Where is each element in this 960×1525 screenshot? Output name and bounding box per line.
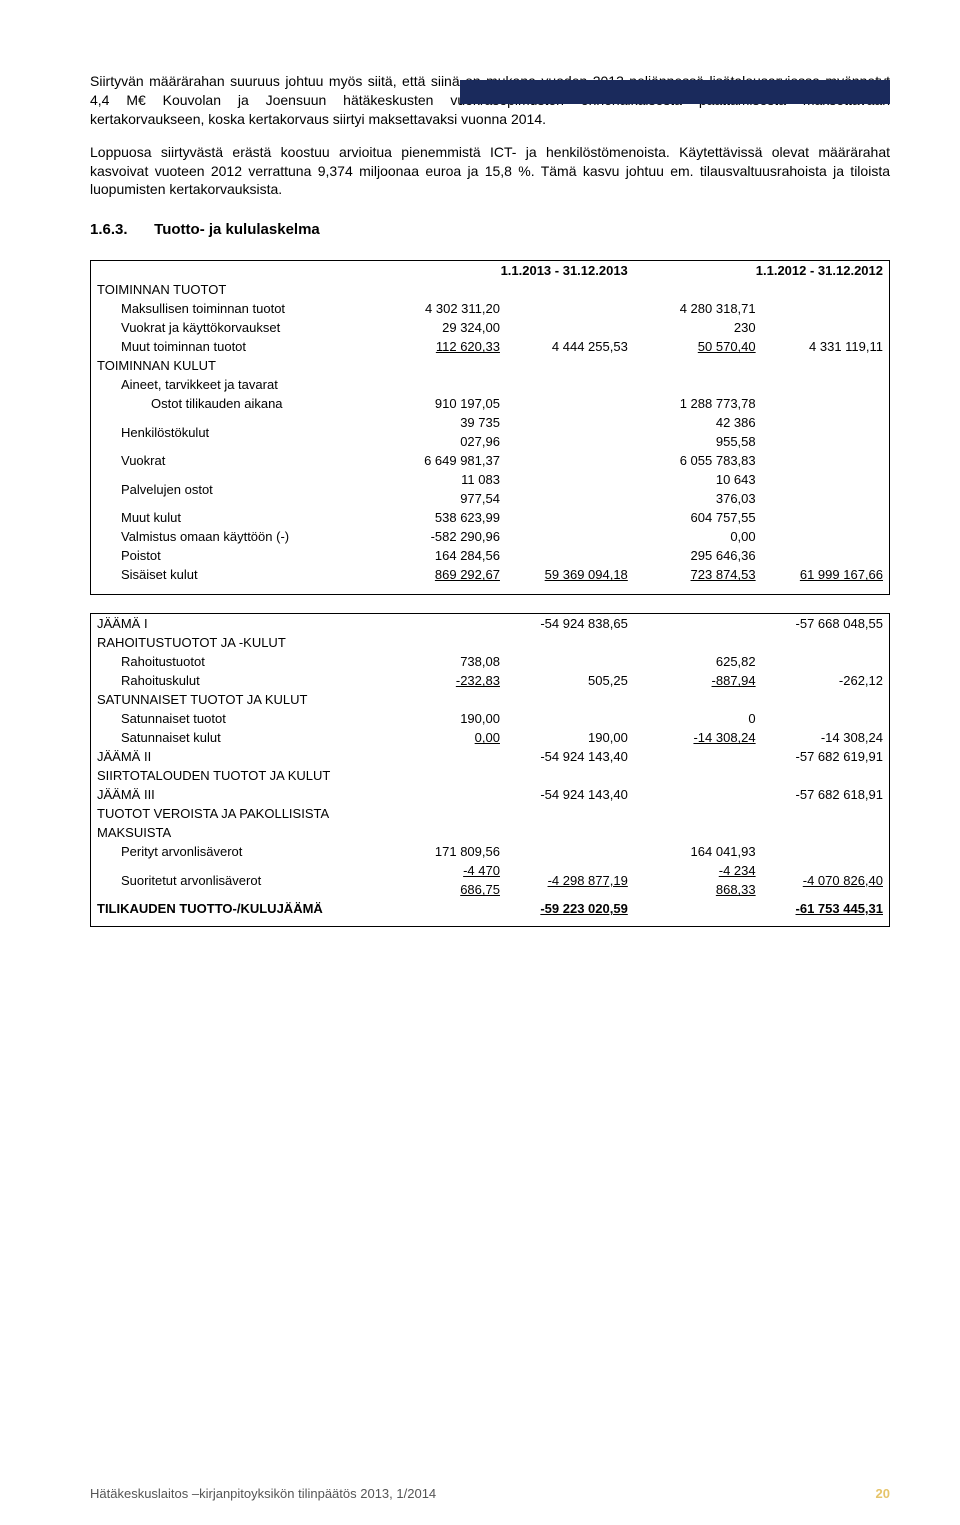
cell: -54 924 143,40 xyxy=(506,747,634,766)
cell: 538 623,99 xyxy=(378,508,506,527)
cell: 686,75 xyxy=(378,880,506,899)
toiminnan-kulut-hdr: TOIMINNAN KULUT xyxy=(91,356,379,375)
section-title-text: Tuotto- ja kululaskelma xyxy=(154,221,320,238)
verot-hdr-2: MAKSUISTA xyxy=(91,823,379,842)
cell: -4 234 xyxy=(634,861,762,880)
period-2013: 1.1.2013 - 31.12.2013 xyxy=(378,261,634,281)
cell: -4 470 xyxy=(378,861,506,880)
row-label: Valmistus omaan käyttöön (-) xyxy=(91,527,379,546)
row-label: Ostot tilikauden aikana xyxy=(91,394,379,413)
cell: 868,33 xyxy=(634,880,762,899)
cell: 4 444 255,53 xyxy=(506,337,634,356)
cell: 29 324,00 xyxy=(378,318,506,337)
jaama-3-label: JÄÄMÄ III xyxy=(91,785,379,804)
cell: -54 924 838,65 xyxy=(506,614,634,634)
footer-text: Hätäkeskuslaitos –kirjanpitoyksikön tili… xyxy=(90,1486,436,1501)
cell: 164 284,56 xyxy=(378,546,506,565)
cell: -232,83 xyxy=(378,671,506,690)
row-label: Vuokrat xyxy=(91,451,379,470)
cell: 42 386 xyxy=(634,413,762,432)
income-table-2: JÄÄMÄ I -54 924 838,65 -57 668 048,55 RA… xyxy=(90,613,890,927)
row-label: Satunnaiset kulut xyxy=(91,728,379,747)
row-label: Aineet, tarvikkeet ja tavarat xyxy=(91,375,379,394)
cell: 625,82 xyxy=(634,652,762,671)
rahoitus-hdr: RAHOITUSTUOTOT JA -KULUT xyxy=(91,633,379,652)
siirto-hdr: SIIRTOTALOUDEN TUOTOT JA KULUT xyxy=(91,766,379,785)
jaama-2-label: JÄÄMÄ II xyxy=(91,747,379,766)
cell: 738,08 xyxy=(378,652,506,671)
cell: 0 xyxy=(634,709,762,728)
cell: 027,96 xyxy=(378,432,506,451)
cell: 190,00 xyxy=(506,728,634,747)
cell: -14 308,24 xyxy=(634,728,762,747)
cell: -61 753 445,31 xyxy=(762,899,890,918)
cell: 376,03 xyxy=(634,489,762,508)
cell: -4 070 826,40 xyxy=(762,861,890,899)
cell: 11 083 xyxy=(378,470,506,489)
cell: 6 649 981,37 xyxy=(378,451,506,470)
cell: 0,00 xyxy=(634,527,762,546)
satunnaiset-hdr: SATUNNAISET TUOTOT JA KULUT xyxy=(91,690,379,709)
cell: 4 302 311,20 xyxy=(378,299,506,318)
cell: -582 290,96 xyxy=(378,527,506,546)
cell: 39 735 xyxy=(378,413,506,432)
page-footer: Hätäkeskuslaitos –kirjanpitoyksikön tili… xyxy=(90,1486,890,1501)
cell: -262,12 xyxy=(762,671,890,690)
row-label: Suoritetut arvonlisäverot xyxy=(91,861,379,899)
row-label: Rahoitustuotot xyxy=(91,652,379,671)
row-label: Vuokrat ja käyttökorvaukset xyxy=(91,318,379,337)
row-label: Muut toiminnan tuotot xyxy=(91,337,379,356)
cell: 164 041,93 xyxy=(634,842,762,861)
cell: 112 620,33 xyxy=(378,337,506,356)
cell: 295 646,36 xyxy=(634,546,762,565)
cell: -57 682 619,91 xyxy=(762,747,890,766)
period-2012: 1.1.2012 - 31.12.2012 xyxy=(634,261,890,281)
cell: 0,00 xyxy=(378,728,506,747)
cell: 505,25 xyxy=(506,671,634,690)
cell: 190,00 xyxy=(378,709,506,728)
cell: 910 197,05 xyxy=(378,394,506,413)
cell: 6 055 783,83 xyxy=(634,451,762,470)
cell: 4 280 318,71 xyxy=(634,299,762,318)
row-label: Sisäiset kulut xyxy=(91,565,379,584)
row-label: Muut kulut xyxy=(91,508,379,527)
section-number: 1.6.3. xyxy=(90,221,150,238)
row-label: Maksullisen toiminnan tuotot xyxy=(91,299,379,318)
cell: 10 643 xyxy=(634,470,762,489)
cell: -14 308,24 xyxy=(762,728,890,747)
row-label: Satunnaiset tuotot xyxy=(91,709,379,728)
row-label: Rahoituskulut xyxy=(91,671,379,690)
header-bar xyxy=(460,80,890,104)
cell: -887,94 xyxy=(634,671,762,690)
tilikauden-label: TILIKAUDEN TUOTTO-/KULUJÄÄMÄ xyxy=(91,899,379,918)
paragraph-2: Loppuosa siirtyvästä erästä koostuu arvi… xyxy=(90,143,890,200)
section-heading: 1.6.3. Tuotto- ja kululaskelma xyxy=(90,221,890,238)
cell: 869 292,67 xyxy=(378,565,506,584)
cell: 604 757,55 xyxy=(634,508,762,527)
cell: -57 668 048,55 xyxy=(762,614,890,634)
row-label: Palvelujen ostot xyxy=(91,470,379,508)
cell: -57 682 618,91 xyxy=(762,785,890,804)
cell: 955,58 xyxy=(634,432,762,451)
cell: 61 999 167,66 xyxy=(762,565,890,584)
verot-hdr-1: TUOTOT VEROISTA JA PAKOLLISISTA xyxy=(91,804,379,823)
jaama-1-label: JÄÄMÄ I xyxy=(91,614,379,634)
cell: -54 924 143,40 xyxy=(506,785,634,804)
income-table-1: 1.1.2013 - 31.12.2013 1.1.2012 - 31.12.2… xyxy=(90,260,890,595)
cell: 50 570,40 xyxy=(634,337,762,356)
row-label: Poistot xyxy=(91,546,379,565)
cell: 723 874,53 xyxy=(634,565,762,584)
cell: -59 223 020,59 xyxy=(506,899,634,918)
cell: 977,54 xyxy=(378,489,506,508)
page-number: 20 xyxy=(876,1486,890,1501)
cell: 59 369 094,18 xyxy=(506,565,634,584)
cell: 171 809,56 xyxy=(378,842,506,861)
cell: 230 xyxy=(634,318,762,337)
row-label: Perityt arvonlisäverot xyxy=(91,842,379,861)
row-label: Henkilöstökulut xyxy=(91,413,379,451)
cell: 1 288 773,78 xyxy=(634,394,762,413)
cell: 4 331 119,11 xyxy=(762,337,890,356)
cell: -4 298 877,19 xyxy=(506,861,634,899)
toiminnan-tuotot-hdr: TOIMINNAN TUOTOT xyxy=(91,280,379,299)
